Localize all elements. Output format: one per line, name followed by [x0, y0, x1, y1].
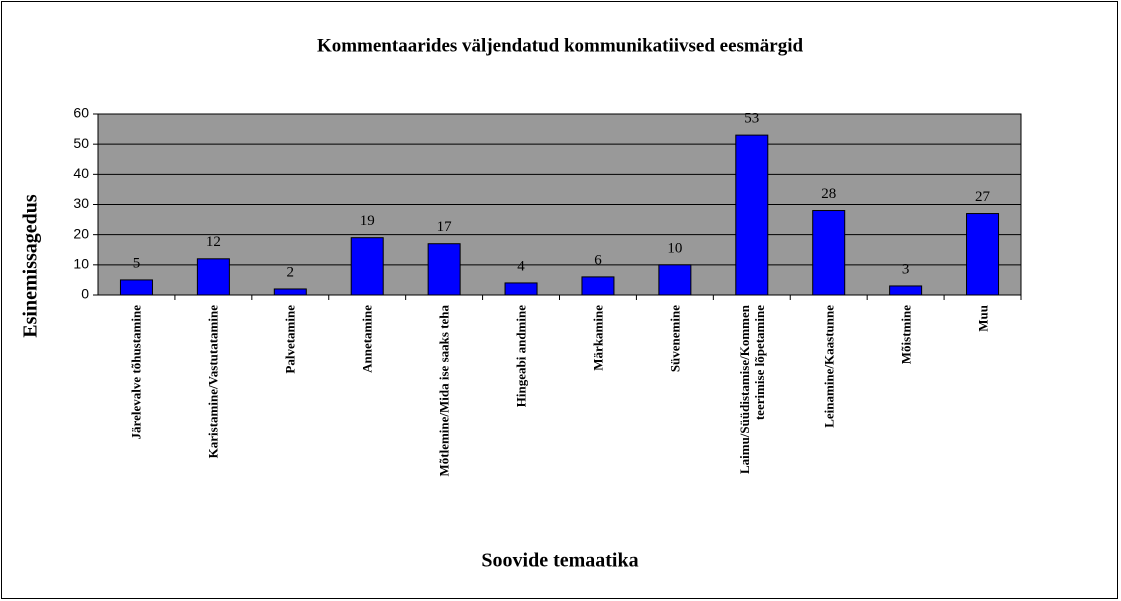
bar [581, 276, 615, 296]
y-tick-label: 40 [73, 165, 89, 181]
y-tick-label: 60 [73, 105, 89, 121]
value-label: 6 [594, 252, 602, 268]
bar [350, 237, 384, 296]
bar [966, 213, 1000, 296]
x-tick-label: Märkamine [590, 305, 606, 371]
y-tick-label: 50 [73, 135, 89, 151]
y-tick-label: 30 [73, 195, 89, 211]
x-tick-label: Leinamine/Kaastunne [821, 305, 837, 428]
value-label: 5 [133, 255, 141, 271]
value-label: 4 [517, 258, 525, 274]
x-tick-label: Järelevalve tõhustamine [128, 305, 144, 440]
x-tick-label: Karistamine/Vastutatamine [205, 305, 221, 459]
x-tick-label: Laimu/Süüdistamise/Kommenteerimise lõpet… [736, 305, 767, 475]
value-label: 3 [902, 261, 910, 277]
y-axis-title: Esinemissagedus [20, 194, 42, 338]
value-label: 19 [360, 213, 375, 229]
bar [119, 279, 153, 296]
value-label: 27 [975, 189, 991, 205]
x-axis-title: Soovide temaatika [481, 550, 638, 572]
value-label: 12 [206, 234, 221, 250]
x-tick-label: Süvenemine [667, 305, 683, 373]
bar [735, 134, 769, 296]
value-label: 28 [821, 186, 836, 202]
y-tick-label: 0 [81, 286, 89, 302]
bar [196, 258, 230, 296]
x-tick-label: Hingeabi andmine [513, 305, 529, 408]
value-label: 17 [437, 219, 453, 235]
x-tick-label: Mõistmine [898, 305, 914, 365]
x-tick-label: Muu [975, 305, 991, 332]
x-tick-label: Palvetamine [282, 305, 298, 374]
y-tick-label: 20 [73, 225, 89, 241]
bar [812, 210, 846, 296]
bar [889, 285, 923, 296]
x-tick-label: Mõtlemine/Mida ise saaks teha [436, 305, 452, 477]
bar [504, 282, 538, 296]
value-label: 2 [287, 264, 295, 280]
bar [427, 243, 461, 296]
y-tick-label: 10 [73, 256, 89, 272]
x-tick-label: Annetamine [359, 305, 375, 373]
bar [658, 264, 692, 296]
value-label: 53 [744, 111, 759, 127]
bar [273, 288, 307, 296]
chart-title: Kommentaarides väljendatud kommunikatiiv… [317, 35, 804, 56]
value-label: 10 [667, 240, 682, 256]
